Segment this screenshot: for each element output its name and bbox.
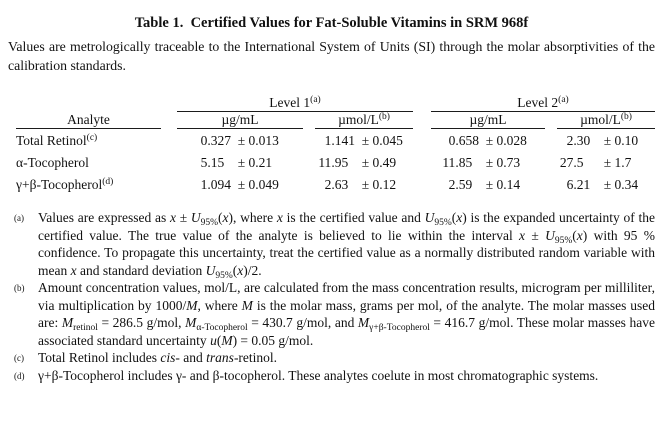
- level1-header: Level 1(a): [177, 95, 413, 112]
- column-header-l1-ugml: µg/mL: [177, 111, 303, 129]
- footnote-marker: (d): [14, 370, 25, 381]
- group-header-row: Level 1(a) Level 2(a): [16, 95, 655, 112]
- value-cell-l2-ugml: 0.658 ± 0.028: [448, 133, 527, 148]
- level2-header: Level 2(a): [431, 95, 655, 112]
- intro-text: Values are metrologically traceable to t…: [8, 39, 655, 73]
- value-cell-l1-umoll: 11.95 ± 0.49: [318, 155, 397, 170]
- value-cell-l2-ugml: 2.59 ± 0.14: [448, 177, 521, 192]
- column-header-l1-umoll: µmol/L(b): [315, 111, 413, 129]
- footnote-b: (b) Amount concentration values, mol/L, a…: [8, 279, 655, 349]
- value-cell-l1-umoll: 2.63 ± 0.12: [324, 177, 397, 192]
- table-row: γ+β-Tocopherol(d) 1.094 ± 0.049 2.63 ± 0.1…: [16, 173, 655, 195]
- value-cell-l2-umoll: 6.21 ± 0.34: [566, 177, 639, 192]
- footnote-text: γ+β-Tocopherol includes γ- and β-tocophe…: [38, 367, 599, 383]
- footnotes-section: (a) Values are expressed as x ± U95%(x), …: [8, 209, 655, 384]
- column-header-analyte: Analyte: [16, 111, 161, 129]
- value-cell-l2-umoll: 27.5 ± 1.7: [559, 155, 632, 170]
- footnote-marker: (b): [14, 283, 25, 293]
- footnote-marker: (c): [14, 353, 24, 363]
- footnote-c: (c) Total Retinol includes cis- and trans…: [8, 349, 655, 367]
- table-row: Total Retinol(c) 0.327 ± 0.013 1.141 ± 0.0…: [16, 129, 655, 152]
- footnote-marker: (a): [14, 213, 24, 223]
- table-row: α-Tocopherol 5.15 ± 0.21 11.95 ± 0.49 11.8…: [16, 151, 655, 173]
- value-cell-l1-ugml: 0.327 ± 0.013: [200, 133, 279, 148]
- value-cell-l2-umoll: 2.30 ± 0.10: [566, 133, 639, 148]
- column-header-row: Analyte µg/mL µmol/L(b) µg/mL µmol/L(b): [16, 111, 655, 129]
- footnote-a: (a) Values are expressed as x ± U95%(x), …: [8, 209, 655, 281]
- footnote-text: Amount concentration values, mol/L, are …: [38, 280, 656, 348]
- certified-values-table: Level 1(a) Level 2(a) Analyte µg/mL µmol…: [16, 95, 655, 195]
- column-header-l2-ugml: µg/mL: [431, 111, 545, 129]
- value-cell-l1-ugml: 1.094 ± 0.049: [200, 177, 279, 192]
- value-cell-l2-ugml: 11.85 ± 0.73: [442, 155, 521, 170]
- value-cell-l1-ugml: 5.15 ± 0.21: [200, 155, 273, 170]
- footnote-text: Values are expressed as x ± U95%(x), whe…: [38, 210, 655, 281]
- analyte-cell: γ+β-Tocopherol(d): [16, 177, 114, 192]
- analyte-cell: α-Tocopherol: [16, 155, 89, 170]
- table-title: Table 1. Certified Values for Fat-Solubl…: [134, 15, 529, 31]
- column-header-l2-umoll: µmol/L(b): [557, 111, 655, 129]
- footnote-text: Total Retinol includes cis- and trans-re…: [38, 350, 278, 365]
- analyte-cell: Total Retinol(c): [16, 133, 98, 148]
- footnote-d: (d) γ+β-Tocopherol includes γ- and β-toco…: [8, 367, 655, 385]
- value-cell-l1-umoll: 1.141 ± 0.045: [324, 133, 403, 148]
